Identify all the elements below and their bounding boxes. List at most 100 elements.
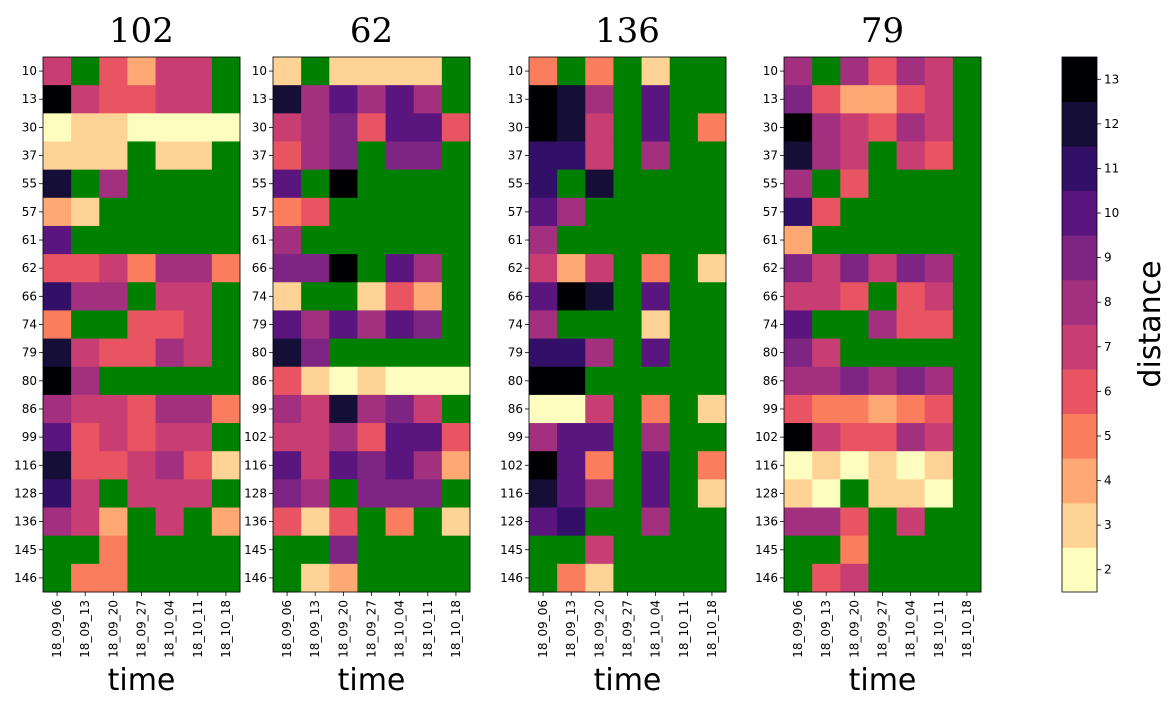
heatmap-cell bbox=[273, 197, 302, 227]
y-tick-label: 74 bbox=[252, 289, 267, 303]
y-tick-label: 145 bbox=[500, 543, 523, 557]
heatmap-cell bbox=[896, 507, 926, 537]
heatmap-cell bbox=[557, 535, 586, 565]
panel-title: 102 bbox=[109, 11, 174, 51]
heatmap-cell bbox=[99, 451, 128, 480]
heatmap-cell bbox=[413, 507, 443, 537]
heatmap-cell bbox=[613, 225, 642, 255]
heatmap-cell bbox=[155, 563, 185, 593]
y-tick-label: 99 bbox=[763, 402, 778, 416]
colorbar-label: distance bbox=[1133, 260, 1168, 387]
heatmap-cell bbox=[211, 57, 241, 86]
heatmap-cell bbox=[613, 394, 642, 424]
heatmap-cell bbox=[840, 197, 869, 227]
y-tick-label: 145 bbox=[14, 543, 37, 557]
heatmap-cell bbox=[697, 451, 727, 480]
heatmap-cell bbox=[413, 282, 443, 311]
heatmap-cell bbox=[529, 197, 558, 227]
heatmap-cell bbox=[273, 113, 302, 142]
heatmap-cell bbox=[329, 57, 358, 86]
heatmap-cell bbox=[557, 57, 586, 86]
heatmap-cell bbox=[301, 479, 330, 508]
y-tick-label: 30 bbox=[252, 120, 267, 134]
heatmap-cell bbox=[641, 113, 671, 142]
heatmap-cell bbox=[183, 113, 213, 142]
heatmap-cell bbox=[924, 479, 954, 508]
heatmap-cell bbox=[557, 507, 586, 537]
heatmap-cell bbox=[896, 113, 926, 142]
heatmap-cell bbox=[385, 254, 415, 283]
heatmap-cell bbox=[896, 141, 926, 171]
heatmap-cell bbox=[183, 507, 213, 537]
y-tick-label: 99 bbox=[252, 402, 267, 416]
heatmap-cell bbox=[413, 113, 443, 142]
heatmap-cell bbox=[155, 479, 185, 508]
y-tick-label: 80 bbox=[252, 346, 267, 360]
heatmap-cell bbox=[840, 141, 869, 171]
x-tick-label: 18_09_20 bbox=[847, 600, 861, 658]
heatmap-cell bbox=[557, 85, 586, 114]
heatmap-cell bbox=[529, 423, 558, 452]
heatmap-cell bbox=[385, 57, 415, 86]
x-tick-label: 18_09_27 bbox=[365, 600, 379, 658]
colorbar-tick-label: 11 bbox=[1104, 161, 1119, 175]
heatmap-cell bbox=[812, 57, 841, 86]
heatmap-cell bbox=[441, 57, 471, 86]
heatmap-cell bbox=[697, 85, 727, 114]
heatmap-cell bbox=[211, 141, 241, 171]
heatmap-cell bbox=[357, 535, 386, 565]
heatmap-cell bbox=[641, 282, 671, 311]
x-tick-label: 18_10_18 bbox=[219, 600, 233, 658]
heatmap-cell bbox=[840, 507, 869, 537]
heatmap-cell bbox=[127, 479, 156, 508]
heatmap-cell bbox=[43, 57, 72, 86]
heatmap-cell bbox=[585, 85, 614, 114]
heatmap-cell bbox=[385, 141, 415, 171]
heatmap-cell bbox=[183, 85, 213, 114]
heatmap-cell bbox=[641, 338, 671, 368]
heatmap-cell bbox=[924, 451, 954, 480]
x-tick-label: 18_09_27 bbox=[621, 600, 635, 658]
heatmap-cell bbox=[183, 423, 213, 452]
heatmap-cell bbox=[273, 479, 302, 508]
y-tick-label: 86 bbox=[252, 374, 267, 388]
heatmap-cell bbox=[127, 85, 156, 114]
heatmap-cell bbox=[613, 169, 642, 199]
heatmap-cell bbox=[529, 141, 558, 171]
y-tick-label: 128 bbox=[755, 486, 778, 500]
heatmap-cell bbox=[211, 394, 241, 424]
heatmap-cell bbox=[784, 338, 813, 368]
heatmap-cell bbox=[840, 338, 869, 368]
heatmap-cell bbox=[441, 507, 471, 537]
heatmap-cell bbox=[924, 169, 954, 199]
heatmap-cell bbox=[329, 310, 358, 339]
heatmap-cell bbox=[669, 254, 699, 283]
heatmap-cell bbox=[183, 141, 213, 171]
heatmap-cell bbox=[952, 394, 982, 424]
heatmap-cell bbox=[613, 254, 642, 283]
heatmap-cell bbox=[697, 254, 727, 283]
y-tick-label: 99 bbox=[508, 430, 523, 444]
y-tick-label: 136 bbox=[244, 515, 267, 529]
x-tick-label: 18_09_20 bbox=[592, 600, 606, 658]
heatmap-cell bbox=[441, 282, 471, 311]
heatmap-cell bbox=[273, 282, 302, 311]
y-tick-label: 116 bbox=[244, 458, 267, 472]
heatmap-cell bbox=[613, 57, 642, 86]
heatmap-cell bbox=[441, 310, 471, 339]
heatmap-cell bbox=[43, 113, 72, 142]
heatmap-cell bbox=[529, 535, 558, 565]
heatmap-cell bbox=[784, 479, 813, 508]
heatmap-cell bbox=[697, 113, 727, 142]
heatmap-cell bbox=[613, 310, 642, 339]
heatmap-cell bbox=[385, 366, 415, 396]
heatmap-cell bbox=[868, 423, 897, 452]
heatmap-cell bbox=[301, 85, 330, 114]
heatmap-cell bbox=[812, 85, 841, 114]
heatmap-cell bbox=[43, 479, 72, 508]
heatmap-cell bbox=[413, 451, 443, 480]
heatmap-cell bbox=[896, 57, 926, 86]
heatmap-cell bbox=[784, 254, 813, 283]
heatmap-cell bbox=[529, 85, 558, 114]
